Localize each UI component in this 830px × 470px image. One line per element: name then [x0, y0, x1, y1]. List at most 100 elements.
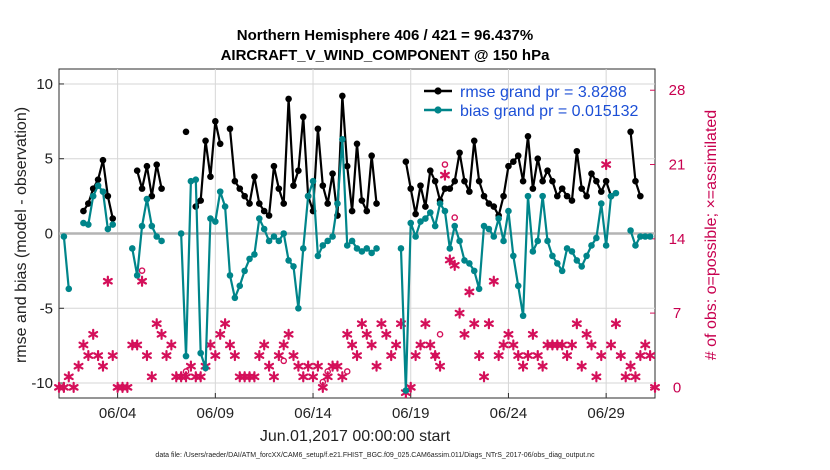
obs-assimilated-marker [63, 371, 74, 383]
bias-point [285, 257, 292, 264]
obs-assimilated-marker [132, 339, 143, 351]
obs-assimilated-marker [601, 158, 612, 171]
bias-point [431, 222, 439, 230]
obs-assimilated-ray [371, 362, 382, 370]
obs-assimilated-ray [322, 373, 333, 381]
obs-assimilated-marker [610, 318, 621, 330]
obs-assimilated-marker [581, 328, 592, 340]
obs-assimilated-marker [391, 339, 402, 351]
bias-point [441, 207, 449, 215]
obs-assimilated-marker [635, 349, 646, 362]
rmse-point [236, 185, 244, 192]
y-right-tick-label: 14 [669, 231, 686, 248]
rmse-point [549, 177, 556, 185]
obs-assimilated-ray [620, 373, 631, 381]
bias-point [514, 282, 522, 290]
bias-point [602, 242, 610, 249]
bias-point [373, 245, 380, 252]
bias-point [177, 230, 185, 237]
y-right-tick-label: 21 [669, 157, 686, 174]
rmse-point [295, 167, 302, 174]
obs-assimilated-marker [620, 371, 631, 383]
bias-point [549, 252, 556, 260]
obs-assimilated-ray [288, 352, 299, 359]
rmse-point [426, 167, 434, 174]
obs-assimilated-ray [493, 352, 504, 359]
bias-point [578, 263, 586, 270]
obs-assimilated-marker [264, 360, 275, 372]
obs-assimilated-ray [122, 384, 133, 391]
obs-assimilated-ray [410, 352, 421, 359]
bias-point [417, 218, 424, 225]
obs-assimilated-marker [166, 339, 177, 351]
obs-assimilated-marker [430, 349, 441, 362]
obs-assimilated-ray [391, 341, 402, 349]
obs-assimilated-marker [332, 360, 343, 372]
obs-assimilated-marker [366, 339, 377, 351]
obs-assimilated-ray [229, 352, 240, 359]
rmse-point [153, 161, 161, 169]
obs-assimilated-ray [381, 330, 392, 338]
obs-assimilated-ray [454, 309, 465, 317]
rmse-point [470, 137, 478, 145]
bias-point [207, 215, 214, 222]
obs-assimilated-marker [107, 349, 118, 362]
obs-assimilated-marker [376, 318, 387, 330]
obs-assimilated-marker [342, 328, 353, 340]
rmse-point [270, 162, 278, 170]
obs-assimilated-ray [518, 362, 529, 370]
obs-assimilated-marker [576, 360, 587, 372]
obs-assimilated-marker [161, 349, 172, 362]
rmse-point [319, 182, 327, 189]
bias-point [99, 188, 107, 195]
bias-point [646, 233, 654, 240]
obs-assimilated-ray [527, 330, 538, 338]
obs-possible-marker [436, 331, 444, 338]
rmse-point [407, 185, 415, 192]
rmse-point [553, 192, 561, 200]
obs-assimilated-marker [229, 349, 240, 362]
obs-assimilated-ray [78, 341, 89, 349]
rmse-point [431, 177, 439, 185]
obs-assimilated-marker [224, 339, 235, 351]
rmse-point [451, 177, 459, 185]
obs-assimilated-ray [356, 320, 367, 328]
bias-point [563, 245, 571, 252]
obs-assimilated-ray [650, 384, 660, 391]
obs-assimilated-ray [537, 362, 548, 370]
legend-rmse-marker [434, 87, 442, 95]
bias-point [402, 387, 410, 394]
rmse-point [241, 192, 248, 200]
bias-point [158, 237, 165, 245]
bias-point [148, 222, 156, 230]
obs-assimilated-marker [410, 349, 421, 362]
obs-assimilated-ray [459, 330, 470, 338]
bias-point [627, 227, 634, 234]
bias-point [192, 176, 200, 183]
rmse-point [299, 113, 307, 121]
obs-assimilated-marker [527, 328, 538, 340]
bias-point [216, 188, 224, 195]
obs-assimilated-ray [141, 352, 152, 359]
rmse-point [324, 200, 331, 207]
bias-point [65, 285, 73, 293]
obs-assimilated-marker [122, 381, 133, 393]
bias-point [363, 245, 371, 252]
obs-assimilated-marker [630, 371, 641, 383]
obs-assimilated-marker [278, 339, 289, 351]
bias-point [632, 242, 639, 249]
obs-assimilated-marker [298, 371, 309, 383]
obs-assimilated-ray [332, 362, 343, 370]
bias-point [339, 135, 346, 143]
obs-assimilated-ray [361, 330, 372, 338]
obs-assimilated-ray [205, 341, 216, 349]
rmse-point [251, 173, 258, 180]
obs-assimilated-ray [449, 261, 460, 269]
x-tick-label: 06/19 [392, 405, 430, 422]
obs-assimilated-marker [371, 360, 382, 372]
rmse-point [260, 207, 268, 215]
rmse-point [593, 177, 600, 185]
obs-assimilated-ray [566, 341, 577, 349]
bias-point [407, 219, 415, 227]
obs-assimilated-ray [73, 362, 84, 370]
